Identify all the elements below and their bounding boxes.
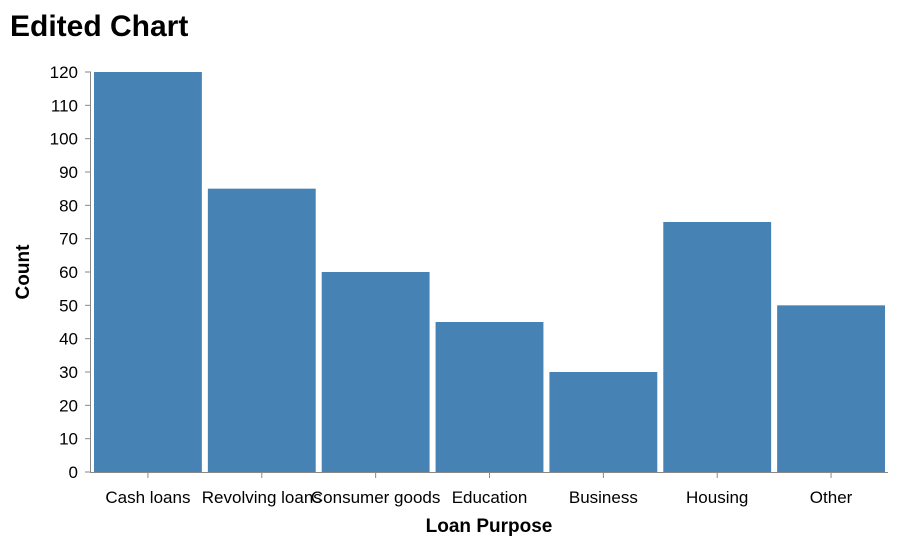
- x-tick-label: Consumer goods: [311, 488, 440, 507]
- y-tick-label: 60: [59, 263, 78, 282]
- y-tick-label: 30: [59, 363, 78, 382]
- y-axis: 0 10 20 30 40 50 60 70 80 90 100 110 120: [50, 63, 91, 482]
- bar-cash-loans: [94, 72, 202, 472]
- y-axis-title: Count: [13, 244, 34, 300]
- y-tick-label: 0: [69, 463, 78, 482]
- y-tick-label: 50: [59, 296, 78, 315]
- y-tick-label: 80: [59, 196, 78, 215]
- x-tick-label: Revolving loans: [202, 488, 322, 507]
- bar-education: [435, 322, 544, 472]
- x-axis-title: Loan Purpose: [426, 516, 553, 537]
- y-tick-label: 90: [59, 163, 78, 182]
- x-tick-label: Cash loans: [105, 488, 190, 507]
- y-tick-label: 70: [59, 230, 78, 249]
- bar-consumer-goods: [321, 272, 430, 472]
- x-tick-label: Business: [569, 488, 638, 507]
- y-tick-label: 20: [59, 396, 78, 415]
- y-tick-label: 120: [50, 63, 78, 82]
- bars-group: [94, 72, 885, 472]
- bar-business: [549, 372, 658, 472]
- bar-revolving-loans: [207, 188, 316, 472]
- y-tick-label: 110: [51, 96, 78, 115]
- bar-other: [777, 305, 885, 472]
- chart-title: Edited Chart: [10, 10, 188, 43]
- y-tick-label: 40: [59, 330, 78, 349]
- bar-housing: [663, 222, 772, 472]
- y-tick-label: 10: [59, 430, 78, 449]
- y-tick-label: 100: [50, 130, 78, 149]
- x-tick-label: Other: [810, 488, 853, 507]
- x-tick-label: Housing: [686, 488, 748, 507]
- x-tick-label: Education: [452, 488, 528, 507]
